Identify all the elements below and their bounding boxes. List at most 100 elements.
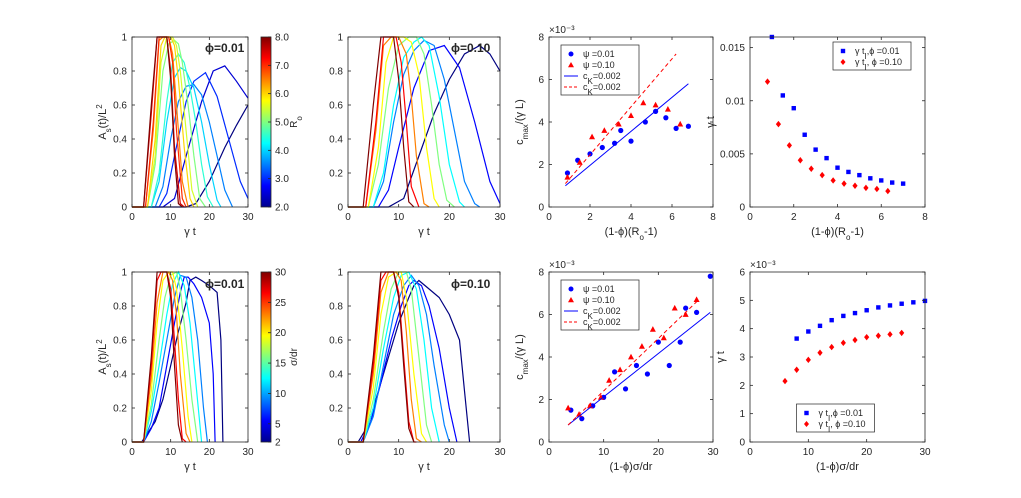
y-tick-label: 0.4 — [329, 135, 343, 146]
data-point — [791, 105, 796, 111]
x-tick-label: 30 — [707, 447, 719, 458]
legend-marker — [568, 62, 574, 68]
x-tick-label: 20 — [444, 212, 456, 223]
data-point — [780, 93, 786, 98]
y-tick-label: 1 — [337, 33, 343, 44]
series-line — [565, 53, 677, 184]
panel-p2: 0 10 20 30 0 0.2 0.4 0.6 0.8 1 γ t ϕ=0.10 — [329, 33, 506, 239]
data-point — [782, 377, 788, 385]
x-tick-label: 6 — [669, 212, 675, 223]
legend-marker — [840, 48, 846, 54]
y-axis-exponent: ×10⁻³ — [549, 25, 575, 36]
legend-label: ψ =0.10 — [583, 295, 615, 305]
y-tick-label: 0 — [739, 438, 745, 449]
panel-p4: 0 2 4 6 8 0 0.005 0.01 0.015 (1-ϕ)(Ro-1) γ t γ tI,ϕ… — [705, 34, 928, 242]
y-tick-label: 2 — [538, 395, 544, 406]
legend-marker — [804, 410, 809, 416]
colorbar-tick-label: 20 — [275, 328, 287, 339]
y-tick-label: 0.8 — [113, 67, 127, 78]
x-tick-label: 10 — [165, 212, 177, 223]
data-point — [589, 133, 596, 140]
data-point — [628, 353, 634, 360]
y-tick-label: 0.6 — [329, 336, 343, 347]
data-point — [794, 336, 799, 341]
phi-annotation: ϕ=0.01 — [205, 41, 245, 55]
legend-label: γ tI, ϕ =0.10 — [819, 419, 866, 434]
series-line — [132, 39, 206, 208]
colorbar-tick-label: 15 — [275, 359, 287, 370]
x-tick-label: 30 — [919, 447, 931, 458]
x-tick-label: 30 — [494, 212, 506, 223]
data-point — [660, 334, 667, 341]
data-point — [887, 303, 893, 308]
y-tick-label: 0.2 — [329, 169, 343, 180]
data-point — [564, 170, 571, 176]
x-tick-label: 0 — [747, 212, 753, 223]
legend-label: cK=0.002 — [583, 306, 621, 321]
data-point — [852, 310, 858, 316]
y-tick-label: 1 — [739, 409, 745, 420]
data-point — [666, 362, 672, 369]
data-point — [775, 120, 782, 128]
x-tick-label: 20 — [204, 212, 216, 223]
x-tick-label: 0 — [345, 212, 351, 223]
data-point — [857, 172, 862, 178]
x-tick-label: 20 — [204, 447, 216, 458]
series-line — [348, 44, 501, 208]
data-point — [852, 336, 858, 344]
y-tick-label: 1 — [121, 268, 127, 279]
y-tick-label: 0.8 — [329, 67, 343, 78]
legend-box — [796, 403, 875, 433]
data-point — [615, 120, 622, 127]
x-tick-label: 30 — [494, 447, 506, 458]
y-tick-label: 6 — [538, 75, 544, 86]
y-tick-label: 0.8 — [113, 302, 127, 313]
colorbar-tick-label: 4.0 — [275, 146, 289, 157]
x-tick-label: 0 — [546, 447, 552, 458]
y-axis-label: As(t)/L2 — [95, 104, 113, 140]
phi-annotation: ϕ=0.10 — [451, 277, 491, 291]
axes-frame — [347, 36, 501, 208]
data-point — [875, 332, 881, 339]
legend-label: ψ =0.01 — [583, 49, 615, 59]
x-tick-label: 20 — [653, 447, 665, 458]
data-point — [628, 138, 634, 144]
x-tick-label: 10 — [393, 212, 405, 223]
x-tick-label: 10 — [165, 447, 177, 458]
data-point — [693, 296, 700, 303]
legend-label: cK=0.002 — [583, 71, 621, 86]
data-point — [664, 106, 671, 112]
data-point — [899, 329, 905, 337]
data-point — [633, 362, 640, 369]
colorbar-label: σ/dr — [289, 347, 300, 366]
data-point — [565, 404, 572, 411]
data-point — [864, 333, 870, 341]
x-tick-label: 0 — [129, 447, 135, 458]
x-axis-label: (1-ϕ)(Ro-1) — [811, 226, 864, 242]
data-point — [868, 176, 873, 181]
series-line — [348, 274, 450, 443]
data-point — [911, 300, 916, 305]
series-line — [565, 83, 689, 187]
y-tick-label: 0.6 — [329, 101, 343, 112]
data-point — [564, 174, 571, 180]
legend-marker — [568, 51, 574, 57]
x-tick-label: 10 — [393, 447, 405, 458]
legend-label: ψ =0.10 — [583, 60, 615, 70]
data-point — [830, 177, 836, 184]
data-point — [841, 313, 846, 319]
legend: γ tI,ϕ =0.01γ tI, ϕ =0.10 — [796, 403, 875, 434]
colorbar-label: Ro — [289, 116, 304, 128]
colorbar-tick-label: 2 — [275, 438, 281, 449]
legend-label: γ tI, ϕ =0.10 — [855, 57, 902, 72]
axes-frame — [131, 36, 249, 208]
x-tick-label: 8 — [710, 212, 716, 223]
panel-p7: 0 10 20 30 0 2 4 6 8 (1-ϕ)σ/dr cmax/(γ L) ×10⁻³ ψ =0… — [514, 260, 719, 473]
data-point — [682, 311, 689, 317]
data-point — [885, 187, 891, 195]
y-tick-label: 2 — [538, 160, 544, 171]
colorbar-tick-label: 5.0 — [275, 118, 289, 129]
data-point — [863, 184, 869, 192]
data-point — [900, 181, 906, 186]
